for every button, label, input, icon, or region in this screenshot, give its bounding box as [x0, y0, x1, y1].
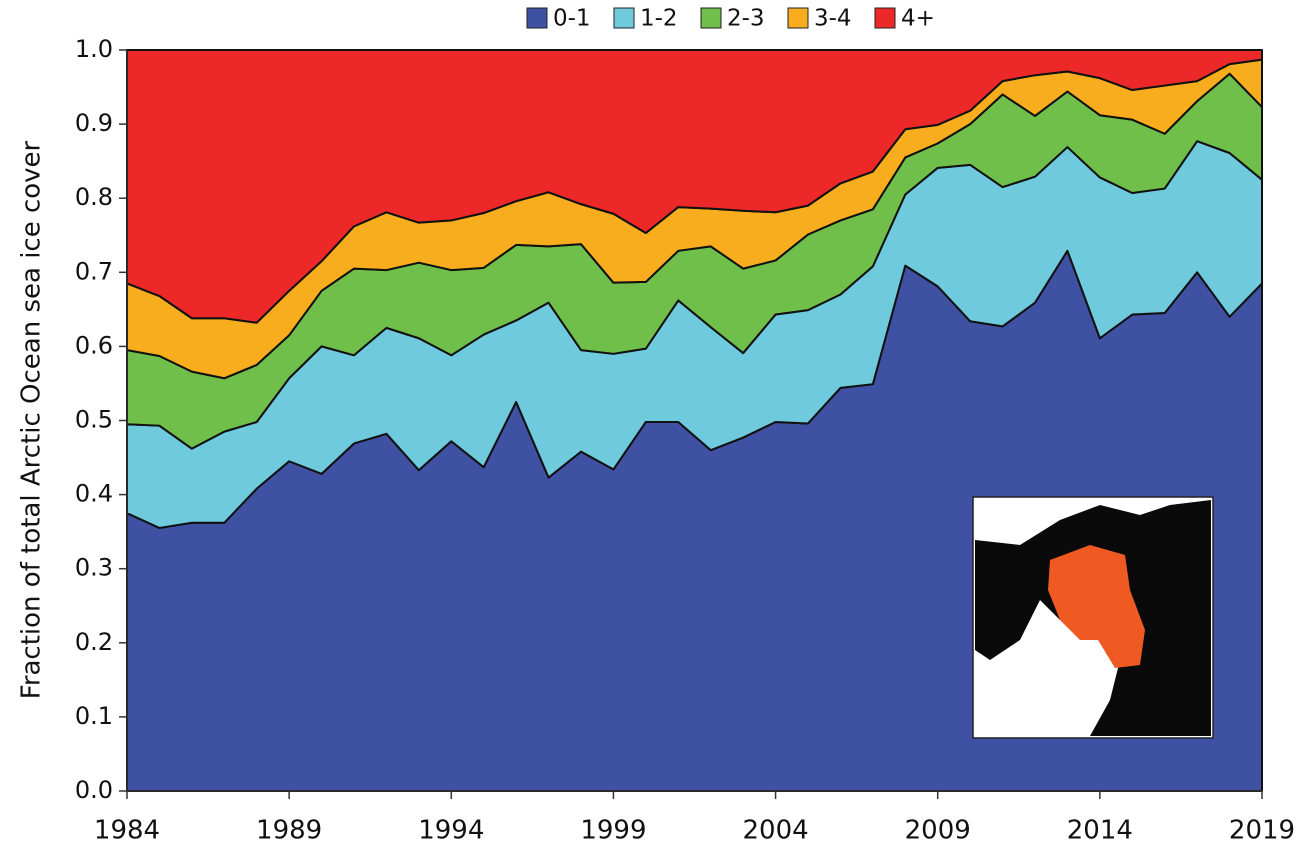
- y-tick-label: 0.5: [75, 406, 113, 434]
- x-tick-label: 2019: [1229, 816, 1295, 846]
- y-tick-label: 0.2: [75, 628, 113, 656]
- legend-label: 4+: [901, 6, 935, 32]
- y-tick-label: 0.1: [75, 702, 113, 730]
- legend-swatch: [787, 7, 809, 29]
- x-tick-label: 2009: [905, 816, 971, 846]
- legend-label: 0-1: [553, 6, 591, 32]
- legend-swatch: [700, 7, 722, 29]
- x-tick-label: 1994: [418, 816, 484, 846]
- x-tick-label: 1999: [580, 816, 646, 846]
- y-tick-label: 0.7: [75, 257, 113, 285]
- inset-map: [972, 496, 1214, 739]
- legend-swatch: [613, 7, 635, 29]
- y-tick-label: 0.8: [75, 183, 113, 211]
- legend-label: 3-4: [814, 6, 852, 32]
- y-tick-label: 0.6: [75, 331, 113, 359]
- x-tick-label: 2014: [1067, 816, 1133, 846]
- legend-label: 2-3: [727, 6, 765, 32]
- y-axis-label: Fraction of total Arctic Ocean sea ice c…: [17, 140, 47, 699]
- x-tick-label: 2004: [742, 816, 808, 846]
- y-tick-label: 0.9: [75, 109, 113, 137]
- y-tick-label: 1.0: [75, 35, 113, 63]
- area: [126, 49, 1263, 324]
- legend-swatch: [874, 7, 896, 29]
- y-tick-label: 0.4: [75, 480, 113, 508]
- y-tick-label: 0.3: [75, 554, 113, 582]
- x-tick-label: 1989: [256, 816, 322, 846]
- legend-label: 1-2: [640, 6, 678, 32]
- legend-swatch: [526, 7, 548, 29]
- y-tick-label: 0.0: [75, 776, 113, 804]
- x-tick-label: 1984: [94, 816, 160, 846]
